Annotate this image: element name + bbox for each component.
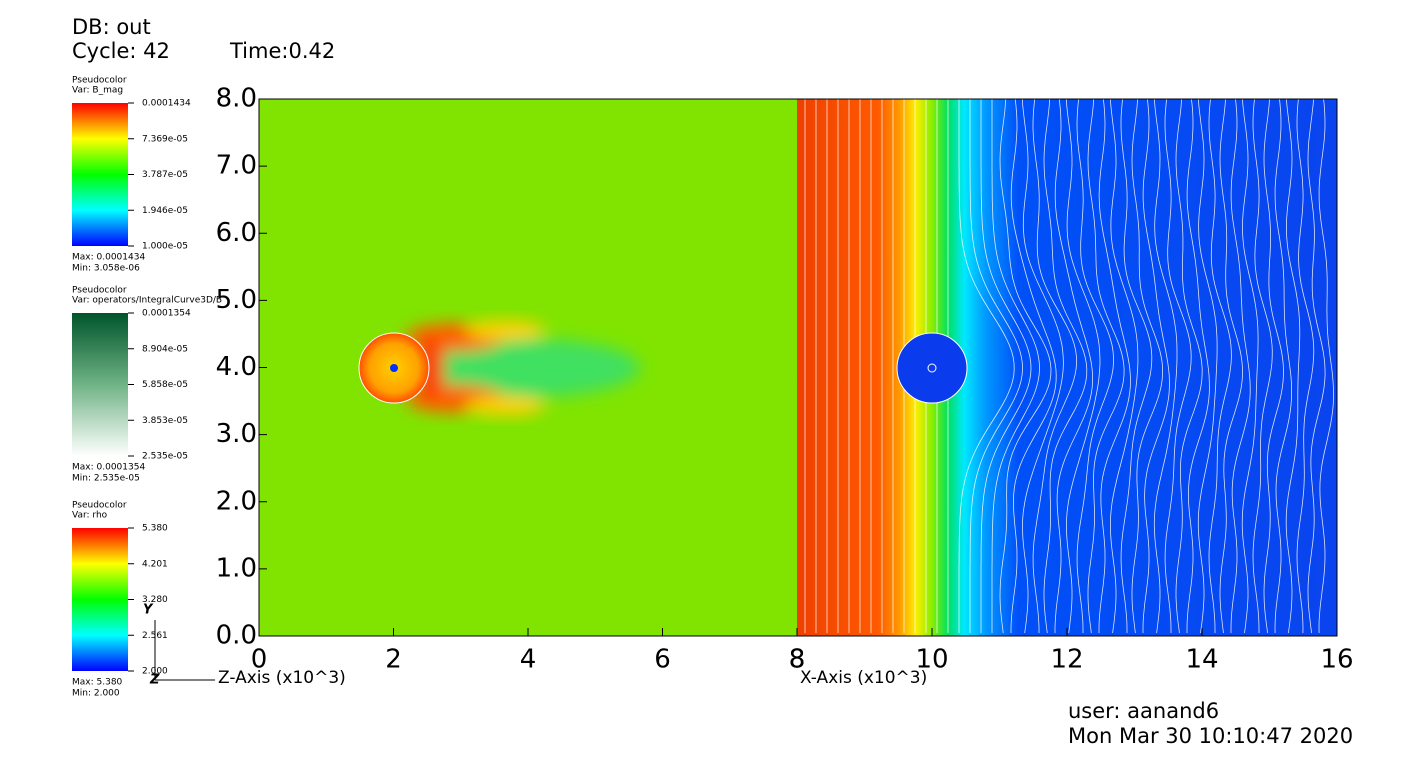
streamline <box>1307 98 1326 634</box>
legend-plot: Pseudocolor <box>72 286 127 296</box>
legend-var: Var: rho <box>72 511 108 521</box>
cycle-label: Cycle: 42 <box>72 39 170 63</box>
streamline <box>1098 98 1131 633</box>
streamline <box>969 99 1023 633</box>
triad-z: Z <box>149 673 160 688</box>
legend-label: 5.858e-05 <box>142 380 188 390</box>
streamline <box>1131 98 1163 634</box>
time-label: Time:0.42 <box>229 39 335 63</box>
streamline <box>1065 98 1101 634</box>
y-tick-label: 5.0 <box>216 285 257 315</box>
streamline <box>1241 98 1259 634</box>
streamline <box>1285 98 1301 634</box>
y-tick-label: 3.0 <box>216 419 257 449</box>
streamline <box>1010 98 1057 633</box>
legend-min: Min: 2.000 <box>72 689 120 699</box>
x-tick-label: 12 <box>1050 645 1083 675</box>
streamline <box>1175 98 1203 634</box>
legend-min: Min: 2.535e-05 <box>72 474 140 484</box>
legend-plot: Pseudocolor <box>72 501 127 511</box>
x-tick-label: 2 <box>385 645 402 675</box>
streamline <box>999 98 1052 634</box>
streamline <box>1274 98 1292 634</box>
y-tick-label: 0.0 <box>216 621 257 651</box>
streamline <box>1076 98 1114 633</box>
streamline <box>1021 98 1064 634</box>
streamline <box>1120 98 1153 633</box>
streamline <box>1043 98 1088 634</box>
legend-label: 1.000e-05 <box>142 242 188 252</box>
streamline <box>1087 98 1125 634</box>
x-axis-title: Z-Axis (x10^3) <box>218 668 346 688</box>
streamline <box>1252 98 1273 633</box>
x-tick-label: 14 <box>1185 645 1218 675</box>
x-tick-label: 4 <box>520 645 537 675</box>
legend-plot: Pseudocolor <box>72 76 127 86</box>
x-tick-label: 8 <box>789 645 806 675</box>
y-tick-label: 8.0 <box>216 84 257 114</box>
streamline <box>1208 98 1232 633</box>
legend-label: 8.904e-05 <box>142 344 188 354</box>
legend-var: Var: operators/IntegralCurve3D/B <box>72 296 222 306</box>
streamline <box>958 99 1015 633</box>
y-tick-label: 7.0 <box>216 151 257 181</box>
y-tick-label: 4.0 <box>216 352 257 382</box>
streamline <box>991 99 1040 633</box>
color-bar <box>72 313 128 456</box>
x-tick-label: 6 <box>654 645 671 675</box>
streamline <box>1142 98 1170 633</box>
streamline <box>1219 98 1243 634</box>
legend-label: 5.380 <box>142 524 168 534</box>
x-tick-label: 8 <box>789 645 806 675</box>
plot-left <box>259 99 797 636</box>
legend-label: 0.0001354 <box>142 309 191 319</box>
legend-min: Min: 3.058e-06 <box>72 264 140 274</box>
y-tick-label: 2.0 <box>216 486 257 516</box>
user-label: user: aanand6 <box>1068 699 1219 723</box>
legend-label: 3.787e-05 <box>142 170 188 180</box>
streamline <box>1230 98 1251 633</box>
legend-label: 1.946e-05 <box>142 206 188 216</box>
streamline <box>1318 98 1335 634</box>
legend-label: 4.201 <box>142 559 168 569</box>
legend-label: 7.369e-05 <box>142 134 188 144</box>
x-tick-label: 16 <box>1320 645 1353 675</box>
streamline <box>1109 98 1139 634</box>
y-tick-label: 1.0 <box>216 553 257 583</box>
streamline <box>1263 98 1284 634</box>
streamline <box>1153 98 1178 634</box>
streamlines <box>804 98 1335 634</box>
db-label: DB: out <box>72 15 151 39</box>
legend-label: 3.853e-05 <box>142 416 188 426</box>
streamline <box>1197 98 1218 634</box>
color-bar <box>72 103 128 246</box>
streamline <box>1054 98 1093 633</box>
legend-max: Max: 0.0001354 <box>72 463 145 473</box>
triad-y: Y <box>143 603 154 618</box>
x-tick-label: 0 <box>251 645 268 675</box>
streamline <box>1032 98 1078 633</box>
axes: 0.0 1.0 2.0 3.0 4.0 5.0 6.0 7.0 8.0 0 2 4 6 8 Z-Axis (… <box>216 84 1354 689</box>
date-label: Mon Mar 30 10:10:47 2020 <box>1068 724 1353 748</box>
streamline <box>980 99 1032 633</box>
streamline <box>1296 98 1315 634</box>
legend-label: 3.280 <box>142 595 168 605</box>
legend-label: 0.0001434 <box>142 99 191 109</box>
legend-var: Var: B_mag <box>72 86 123 96</box>
legend-max: Max: 5.380 <box>72 678 123 688</box>
triad: Y Z <box>143 603 215 688</box>
plot-right <box>797 98 1337 636</box>
streamline <box>1164 98 1192 633</box>
legend-label: 2.535e-05 <box>142 452 188 462</box>
color-bar <box>72 528 128 671</box>
x-tick-label: 10 <box>915 645 948 675</box>
y-tick-label: 6.0 <box>216 218 257 248</box>
x-axis-title: X-Axis (x10^3) <box>800 668 927 688</box>
legend-max: Max: 0.0001434 <box>72 253 145 263</box>
streamline <box>1186 98 1210 633</box>
